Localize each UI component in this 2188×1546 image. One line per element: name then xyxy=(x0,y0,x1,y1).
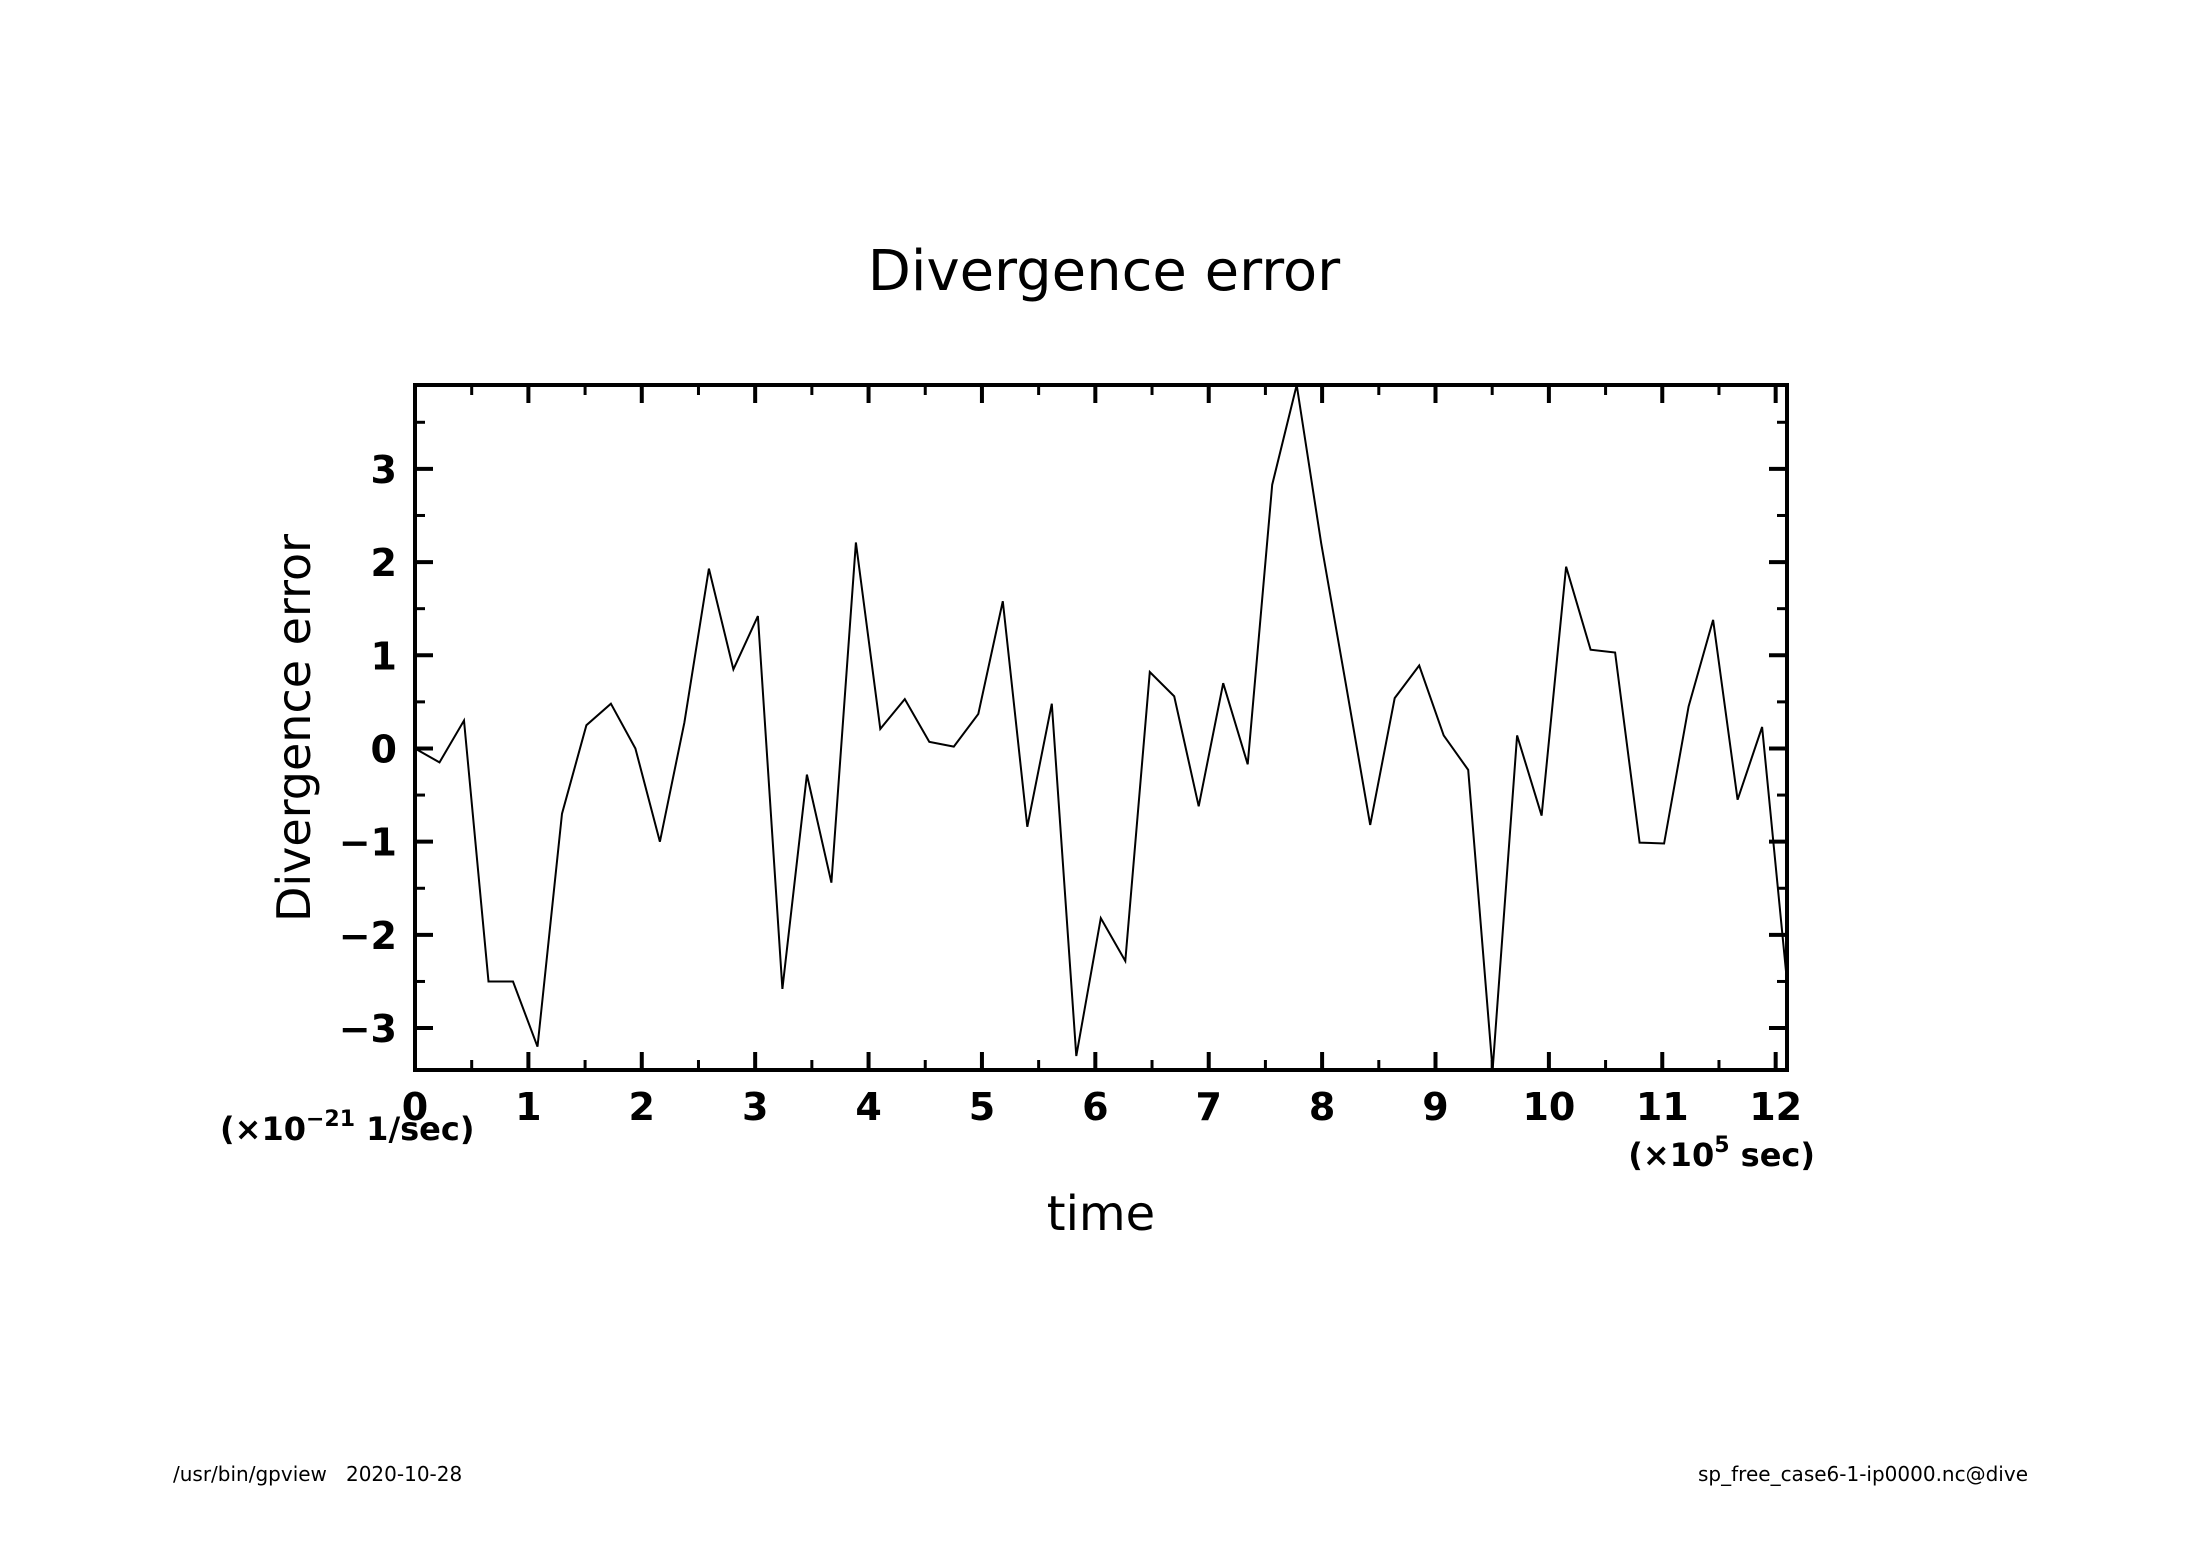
x-tick-label: 5 xyxy=(969,1085,995,1129)
series-line-0 xyxy=(414,384,1788,1071)
y-tick-label: 3 xyxy=(371,448,397,492)
y-tick-label: −2 xyxy=(339,914,397,958)
footer-date: 2020-10-28 xyxy=(345,1462,463,1486)
y-tick-label: −1 xyxy=(339,821,397,865)
x-axis-ticks: 0 1 2 3 4 5 6 7 8 9 10 11 12 xyxy=(402,385,1802,1129)
x-tick-label: 1 xyxy=(515,1085,541,1129)
x-tick-label: 2 xyxy=(629,1085,655,1129)
x-axis-label: time xyxy=(1047,1186,1155,1242)
x-tick-label: 3 xyxy=(742,1085,768,1129)
y-tick-label: 2 xyxy=(371,541,397,585)
y-unit-exponent: −21 xyxy=(306,1107,355,1132)
footer-program: /usr/bin/gpview xyxy=(173,1462,327,1486)
x-tick-label: 11 xyxy=(1636,1085,1689,1129)
y-tick-label: 0 xyxy=(371,727,397,771)
x-unit-prefix: (×10 xyxy=(1628,1136,1714,1174)
x-unit-label: (×105 sec) xyxy=(1628,1133,1815,1174)
y-tick-label: 1 xyxy=(371,634,397,678)
x-tick-label: 9 xyxy=(1422,1085,1448,1129)
y-axis-ticks: −3 −2 −1 0 1 2 3 xyxy=(339,420,1787,1051)
plot-frame xyxy=(413,383,1789,1072)
chart-title: Divergence error xyxy=(868,239,1341,304)
series-layer xyxy=(414,384,1788,1071)
x-tick-label: 6 xyxy=(1082,1085,1108,1129)
x-tick-label: 12 xyxy=(1749,1085,1802,1129)
y-axis-label: Divergence error xyxy=(267,534,321,922)
x-tick-label: 8 xyxy=(1309,1085,1335,1129)
x-unit-exponent: 5 xyxy=(1714,1133,1729,1158)
x-unit-suffix: sec) xyxy=(1730,1136,1815,1174)
footer-left: /usr/bin/gpview 2020-10-28 xyxy=(173,1462,462,1486)
y-unit-suffix: 1/sec) xyxy=(355,1110,474,1148)
x-tick-label: 10 xyxy=(1522,1085,1575,1129)
y-unit-prefix: (×10 xyxy=(220,1110,306,1148)
y-unit-label: (×10−21 1/sec) xyxy=(220,1107,474,1148)
x-tick-label: 4 xyxy=(855,1085,881,1129)
x-tick-label: 0 xyxy=(402,1085,428,1129)
footer-source: sp_free_case6-1-ip0000.nc@dive xyxy=(1698,1462,2028,1486)
y-tick-label: −3 xyxy=(339,1007,397,1051)
x-tick-label: 7 xyxy=(1195,1085,1221,1129)
